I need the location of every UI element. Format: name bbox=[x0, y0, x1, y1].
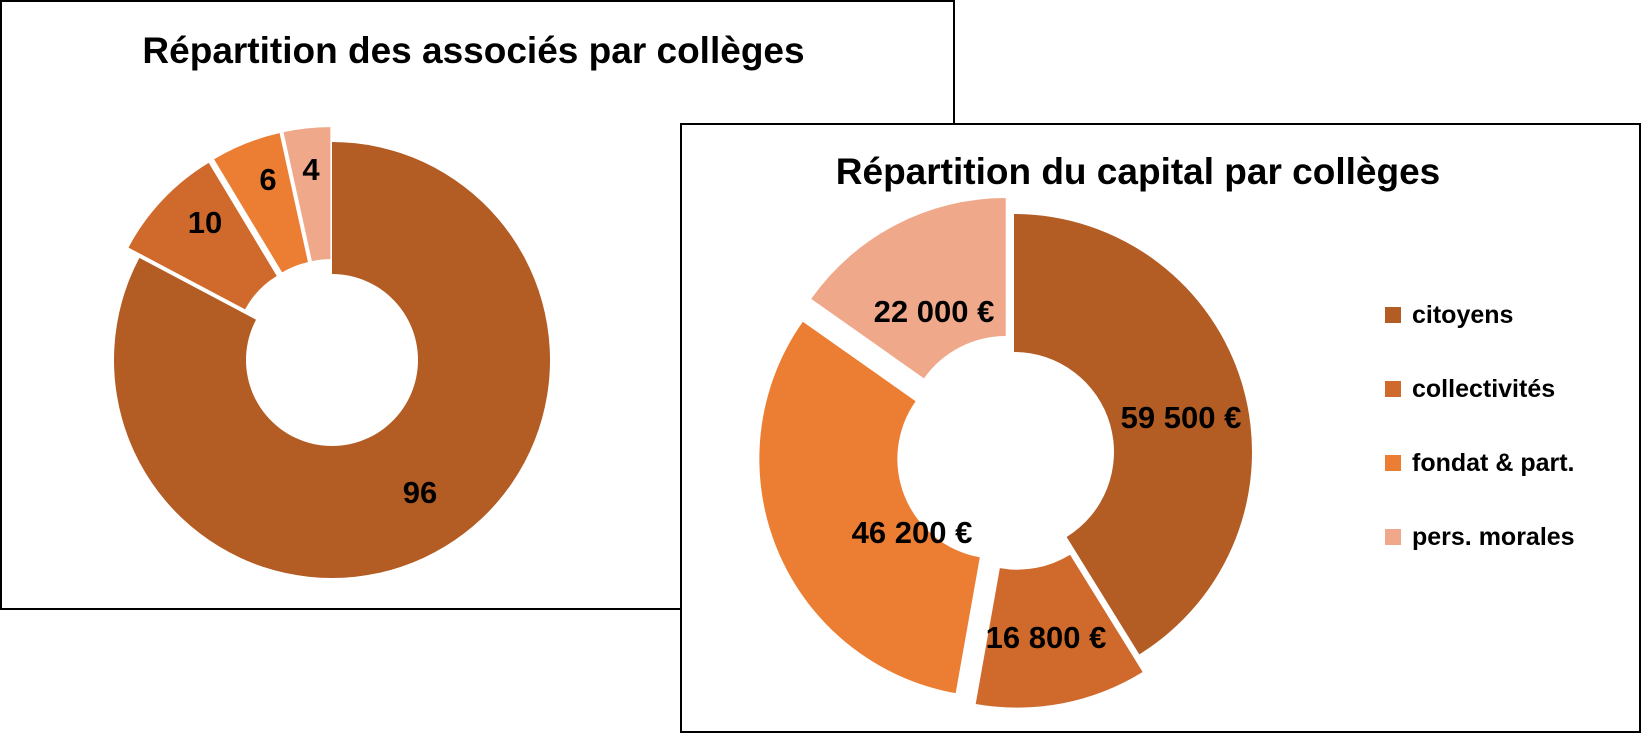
legend-swatch bbox=[1385, 455, 1401, 471]
donut-slice-pers-morales bbox=[283, 127, 331, 262]
data-label: 10 bbox=[188, 205, 222, 240]
donut-slice-collectivit-s bbox=[975, 554, 1143, 708]
chart-title: Répartition du capital par collèges bbox=[835, 151, 1441, 192]
donut-slice-citoyens bbox=[113, 142, 551, 578]
data-label: 16 800 € bbox=[986, 620, 1107, 655]
chart-title: Répartition des associés par collèges bbox=[142, 30, 805, 71]
data-label: 59 500 € bbox=[1121, 400, 1242, 435]
donut-chart-associes: 96 10 6 4 bbox=[113, 127, 551, 578]
legend-swatch bbox=[1385, 381, 1401, 397]
legend-swatch bbox=[1385, 529, 1401, 545]
donut-chart-capital: 59 500 € 16 800 € 46 200 € 22 000 € bbox=[759, 198, 1252, 708]
donut-slice-fondat-part- bbox=[759, 321, 980, 694]
data-label: 22 000 € bbox=[874, 294, 995, 329]
donut-slice-fondat-part- bbox=[214, 133, 308, 273]
donut-slice-collectivit-s bbox=[128, 162, 277, 310]
donut-slice-citoyens bbox=[1014, 214, 1252, 655]
legend-swatch bbox=[1385, 307, 1401, 323]
data-label: 96 bbox=[403, 475, 437, 510]
donut-slice-pers-morales bbox=[811, 198, 1006, 379]
data-label: 6 bbox=[259, 162, 276, 197]
legend-label: collectivités bbox=[1412, 375, 1556, 403]
chart-panel-capital: Répartition du capital par collèges 59 5… bbox=[680, 123, 1641, 733]
data-label: 4 bbox=[302, 152, 320, 187]
data-label: 46 200 € bbox=[852, 515, 973, 550]
legend-label: citoyens bbox=[1412, 301, 1514, 329]
legend-label: pers. morales bbox=[1412, 523, 1575, 551]
legend-label: fondat & part. bbox=[1412, 449, 1575, 477]
